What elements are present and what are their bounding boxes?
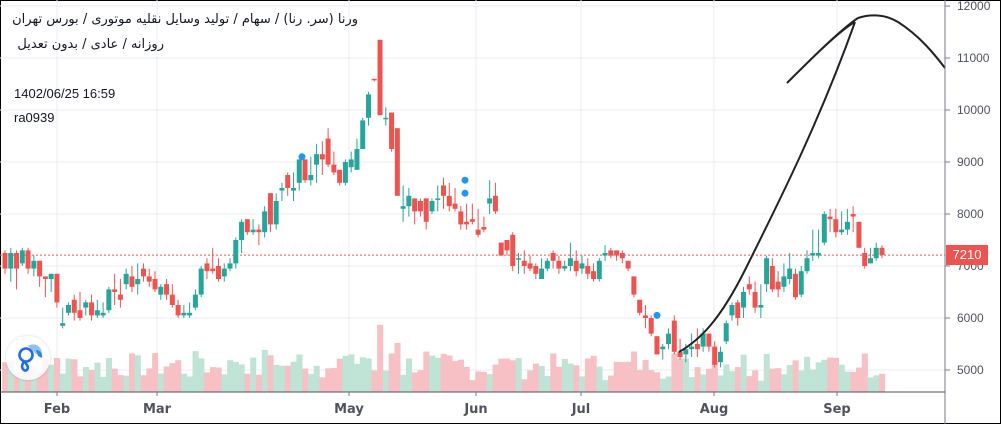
price-tick-label: 9000 <box>957 155 984 169</box>
time-tick-label: Mar <box>142 402 172 417</box>
price-axis-ticks <box>945 5 950 371</box>
last-price-badge: 7210 <box>946 245 988 265</box>
hand-drawn-curve[interactable] <box>678 14 946 353</box>
time-axis-ticks <box>56 392 838 396</box>
username: ra0939 <box>14 110 55 125</box>
timestamp: 1402/06/25 16:59 <box>14 86 116 101</box>
price-tick-label: 11000 <box>957 51 990 65</box>
price-tick-label: 8000 <box>957 207 984 221</box>
time-tick-label: May <box>334 402 364 417</box>
price-tick-label: 12000 <box>957 0 991 13</box>
chart-settings-subtitle: روزانه / عادی / بدون تعدیل <box>17 37 164 52</box>
price-tick-label: 10000 <box>957 103 991 117</box>
price-tick-label: 6000 <box>957 311 984 325</box>
symbol-title: ورنا (سر. رنا) / سهام / تولید وسایل نقلی… <box>12 12 358 27</box>
grid-lines <box>0 0 945 392</box>
price-tick-label: 5000 <box>957 363 984 377</box>
time-tick-label: Sep <box>823 402 851 417</box>
tsetmc-logo-icon <box>18 344 43 372</box>
time-tick-label: Feb <box>43 402 71 417</box>
volume-bars <box>2 324 886 392</box>
logo-button[interactable] <box>6 336 50 380</box>
time-tick-label: Aug <box>699 402 729 417</box>
time-tick-label: Jun <box>464 402 488 417</box>
time-tick-label: Jul <box>571 402 591 417</box>
event-markers <box>298 153 661 319</box>
